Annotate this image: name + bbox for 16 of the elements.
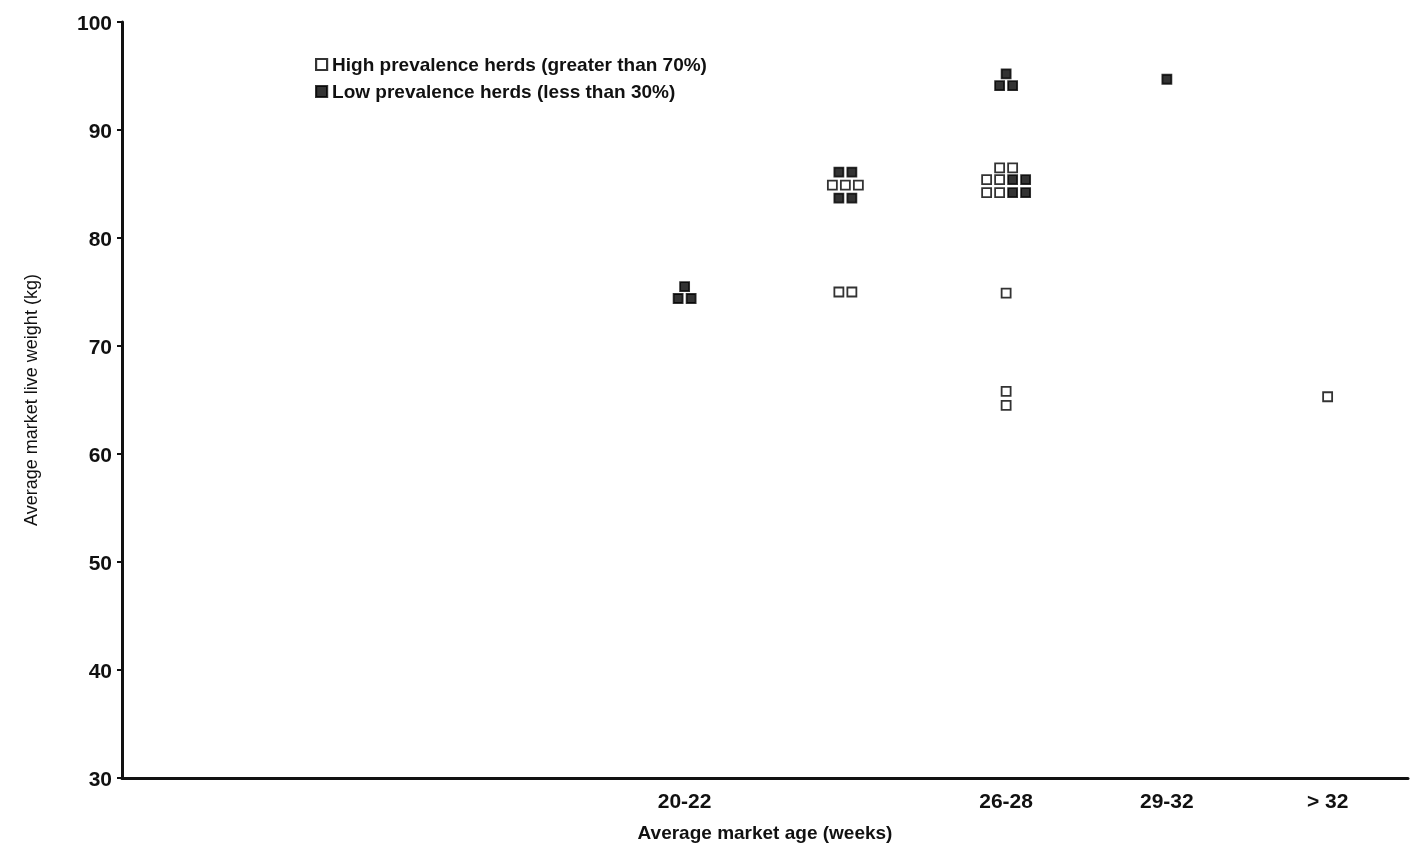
y-tick-label: 70 xyxy=(88,334,112,358)
legend-label: Low prevalence herds (less than 30%) xyxy=(332,81,676,102)
y-axis-title: Average market live weight (kg) xyxy=(21,274,41,526)
legend-label: High prevalence herds (greater than 70%) xyxy=(332,54,707,75)
y-tick-label: 40 xyxy=(88,658,112,682)
x-axis-title: Average market age (weeks) xyxy=(637,822,893,843)
x-tick-label: 26-28 xyxy=(979,789,1034,812)
y-tick-label: 50 xyxy=(88,550,112,574)
x-tick-label: 29-32 xyxy=(1140,789,1194,812)
y-tick-label: 100 xyxy=(76,10,112,34)
y-tick-label: 80 xyxy=(88,226,112,250)
y-tick-label: 90 xyxy=(88,118,112,142)
y-tick-label: 60 xyxy=(88,442,112,466)
x-tick-label: 20-22 xyxy=(657,789,712,812)
y-tick-label: 30 xyxy=(88,766,112,790)
x-tick-label: > 32 xyxy=(1306,789,1349,812)
